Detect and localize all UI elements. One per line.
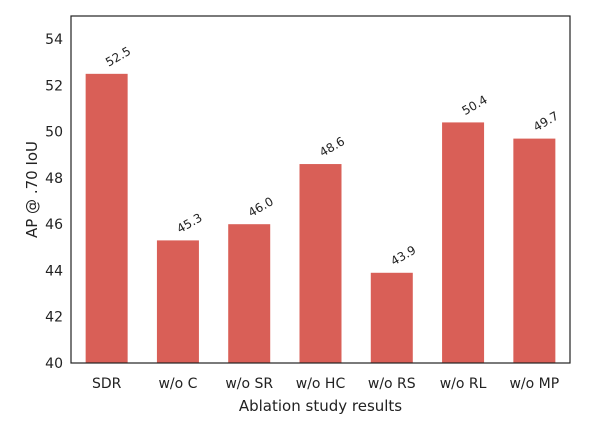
bar-w-o-hc — [299, 164, 342, 363]
bar-value-label: 48.6 — [317, 134, 347, 159]
bars-group — [85, 73, 556, 363]
y-tick-label: 52 — [45, 78, 63, 94]
y-tick-label: 48 — [45, 171, 63, 187]
x-axis-label: Ablation study results — [239, 397, 402, 415]
y-axis-label: AP @ .70 IoU — [23, 141, 41, 238]
bar-value-label: 49.7 — [531, 109, 561, 134]
x-tick-label: w/o RL — [440, 376, 487, 392]
bar-w-o-mp — [513, 138, 556, 363]
bar-value-label: 46.0 — [246, 194, 276, 219]
x-tick-label: w/o RS — [368, 376, 416, 392]
bar-sdr — [85, 73, 128, 363]
y-tick-label: 54 — [45, 32, 63, 48]
y-tick-label: 46 — [45, 217, 63, 233]
bar-value-label: 43.9 — [388, 243, 418, 268]
plot-frame — [70, 15, 571, 364]
bar-value-label: 50.4 — [460, 93, 490, 118]
x-tick-label: w/o C — [158, 376, 197, 392]
bar-w-o-rs — [370, 272, 413, 363]
x-axis-ticks: SDR w/o C w/o SR w/o HC w/o RS w/o RL w/o MP — [92, 376, 559, 392]
bar-value-label: 52.5 — [103, 44, 133, 69]
x-tick-label: w/o HC — [296, 376, 346, 392]
y-tick-label: 40 — [45, 356, 63, 372]
bar-w-o-sr — [228, 224, 271, 363]
y-axis-ticks: 40 42 44 46 48 50 52 54 — [45, 32, 63, 372]
bar-value-label: 45.3 — [174, 211, 204, 236]
bar-w-o-rl — [442, 122, 485, 363]
y-tick-label: 44 — [45, 263, 63, 279]
x-tick-label: w/o MP — [509, 376, 559, 392]
y-tick-label: 50 — [45, 125, 63, 141]
bar-w-o-c — [156, 240, 199, 363]
y-tick-label: 42 — [45, 310, 63, 326]
x-tick-label: SDR — [92, 376, 122, 392]
x-tick-label: w/o SR — [225, 376, 273, 392]
